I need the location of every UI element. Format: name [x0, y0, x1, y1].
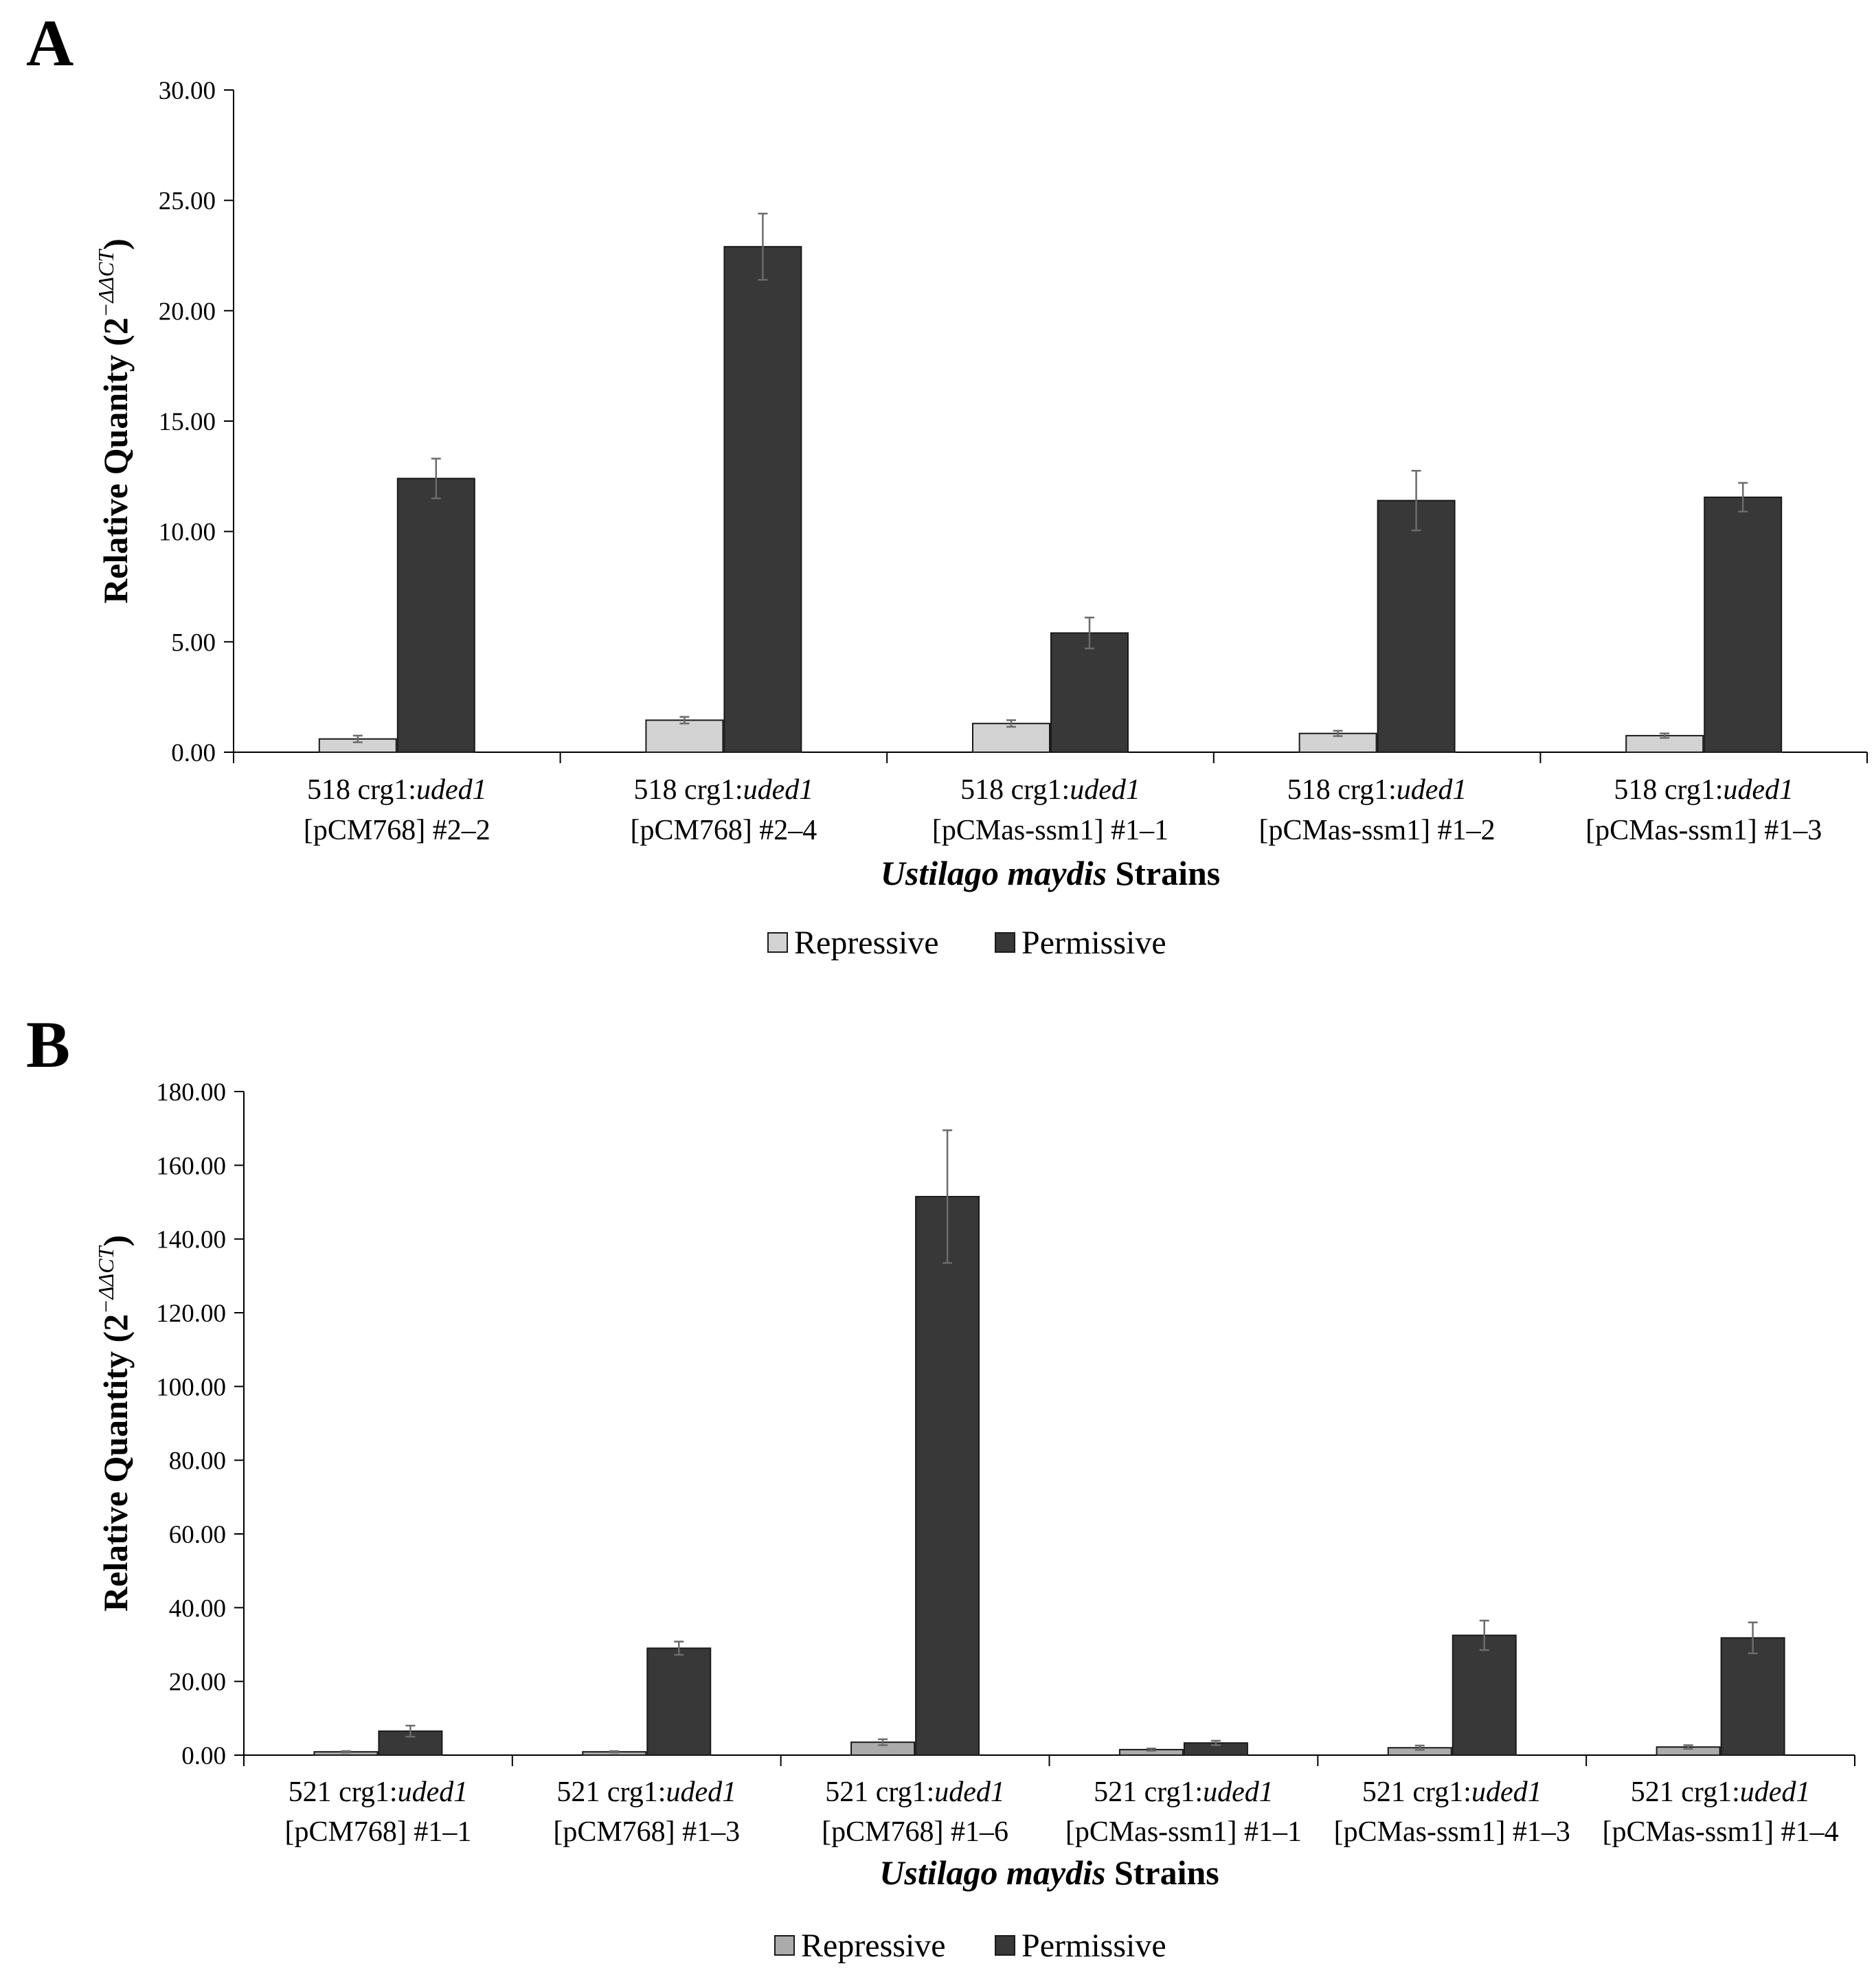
x-tick-label-line2: [pCMas-ssm1] #1–4 — [1602, 1816, 1838, 1848]
y-tick-label: 120.00 — [156, 1300, 226, 1328]
y-tick-label: 15.00 — [159, 408, 216, 436]
x-tick-label-line1: 521 crg1:uded1 — [1094, 1776, 1274, 1808]
x-axis-title-italic: Ustilago maydis — [879, 1853, 1105, 1892]
x-tick-label-prefix: 518 crg1: — [1614, 774, 1723, 806]
panel-label: B — [26, 1008, 70, 1081]
x-tick-label-gene: uded1 — [1397, 774, 1467, 806]
x-tick-label-line1: 518 crg1:uded1 — [307, 774, 487, 806]
x-tick-label-prefix: 521 crg1: — [1362, 1776, 1471, 1808]
legend-swatch-permissive — [995, 1935, 1015, 1956]
y-axis-title: Relative Quantity (2−ΔΔCT) — [93, 1235, 135, 1612]
bar-permissive — [396, 477, 475, 754]
y-axis-title-superscript: −ΔΔCT — [93, 249, 118, 318]
chart-panel-a: A 0.00 5.00 10.00 15.00 20.00 25.00 30.00 Relati… — [26, 6, 1868, 961]
x-tick-label-prefix: 518 crg1: — [634, 774, 743, 806]
y-axis-title-close: ) — [96, 1235, 135, 1247]
chart-panel-b: B 0.00 20.00 40.00 60.00 80.00 100.00 120.00 140… — [26, 1008, 1855, 1964]
x-tick-label-prefix: 518 crg1: — [1287, 774, 1397, 806]
bar-repressive — [972, 723, 1050, 754]
x-tick-label-line2: [pCMas-ssm1] #1–3 — [1334, 1816, 1570, 1848]
bar-permissive — [723, 246, 802, 753]
x-tick-label-line2: [pCM768] #2–2 — [304, 815, 490, 846]
y-axis-title: Relative Quanity (2−ΔΔCT) — [93, 238, 135, 604]
bar-repressive — [645, 719, 724, 753]
bar-permissive — [1452, 1634, 1517, 1756]
y-tick-label: 20.00 — [169, 1669, 226, 1697]
x-tick-label-line1: 518 crg1:uded1 — [1287, 774, 1467, 806]
y-tick-label: 40.00 — [169, 1594, 226, 1623]
bar-permissive — [1050, 632, 1129, 753]
x-tick-label-gene: uded1 — [398, 1776, 468, 1808]
legend-label-permissive: Permissive — [1021, 1928, 1166, 1964]
panel-label: A — [26, 6, 74, 80]
bar-permissive — [1377, 499, 1456, 753]
x-tick-label-gene: uded1 — [743, 774, 814, 806]
y-tick-label: 160.00 — [156, 1152, 226, 1180]
bar-permissive — [1704, 496, 1783, 753]
legend-label-repressive: Repressive — [794, 925, 939, 961]
x-axis-title-rest: Strains — [1107, 854, 1220, 892]
x-axis-title: Ustilago maydis Strains — [881, 854, 1221, 892]
x-tick-label-gene: uded1 — [1723, 774, 1794, 806]
x-tick-label-line1: 521 crg1:uded1 — [1631, 1776, 1811, 1808]
x-tick-label-gene: uded1 — [1203, 1776, 1274, 1808]
y-tick-label: 0.00 — [171, 739, 216, 767]
y-tick-label: 80.00 — [169, 1447, 226, 1476]
x-tick-label-gene: uded1 — [934, 1776, 1005, 1808]
legend-swatch-repressive — [774, 1935, 795, 1956]
x-tick-label-prefix: 521 crg1: — [1094, 1776, 1203, 1808]
bar-permissive — [915, 1195, 980, 1756]
y-tick-label: 25.00 — [159, 188, 216, 216]
x-tick-label-gene: uded1 — [1740, 1776, 1811, 1808]
y-tick-label: 10.00 — [159, 519, 216, 547]
bar-permissive — [646, 1647, 712, 1757]
x-tick-label-line1: 518 crg1:uded1 — [960, 774, 1140, 806]
x-axis-title-italic: Ustilago maydis — [881, 854, 1107, 892]
y-tick-label: 140.00 — [156, 1226, 226, 1254]
y-tick-label: 60.00 — [169, 1521, 226, 1549]
x-axis-title: Ustilago maydis Strains — [879, 1853, 1219, 1892]
y-axis-title-superscript: −ΔΔCT — [93, 1245, 118, 1314]
x-tick-label-line2: [pCMas-ssm1] #1–2 — [1259, 815, 1495, 846]
x-tick-label-line2: [pCMas-ssm1] #1–1 — [1065, 1816, 1302, 1848]
y-tick-label: 180.00 — [156, 1078, 226, 1107]
x-tick-label-prefix: 518 crg1: — [307, 774, 416, 806]
y-tick-label: 5.00 — [171, 629, 216, 657]
x-tick-label-line1: 521 crg1:uded1 — [289, 1776, 468, 1808]
x-tick-label-line2: [pCM768] #1–1 — [284, 1816, 471, 1848]
legend-swatch-permissive — [995, 932, 1015, 953]
y-tick-label: 100.00 — [156, 1373, 226, 1401]
x-tick-label-line1: 518 crg1:uded1 — [1614, 774, 1794, 806]
x-tick-label-line2: [pCM768] #1–3 — [553, 1816, 740, 1848]
y-tick-label: 20.00 — [159, 297, 216, 326]
legend-label-repressive: Repressive — [801, 1928, 946, 1964]
x-tick-label-prefix: 518 crg1: — [960, 774, 1070, 806]
y-axis-title-text: Relative Quantity (2 — [96, 1314, 135, 1612]
y-axis-title-text: Relative Quanity (2 — [96, 317, 135, 604]
x-tick-label-line1: 521 crg1:uded1 — [556, 1776, 736, 1808]
x-tick-label-prefix: 521 crg1: — [556, 1776, 666, 1808]
legend-swatch-repressive — [767, 932, 788, 953]
x-tick-label-prefix: 521 crg1: — [825, 1776, 934, 1808]
x-tick-label-line2: [pCMas-ssm1] #1–3 — [1585, 815, 1822, 846]
y-axis-title-close: ) — [96, 238, 135, 250]
x-tick-label-prefix: 521 crg1: — [289, 1776, 398, 1808]
x-tick-label-line2: [pCMas-ssm1] #1–1 — [932, 815, 1169, 846]
x-tick-label-line1: 521 crg1:uded1 — [1362, 1776, 1542, 1808]
x-tick-label-gene: uded1 — [666, 1776, 736, 1808]
y-tick-label: 0.00 — [181, 1742, 226, 1770]
x-tick-label-gene: uded1 — [1070, 774, 1140, 806]
x-tick-label-gene: uded1 — [1471, 1776, 1542, 1808]
x-tick-label-gene: uded1 — [416, 774, 487, 806]
y-tick-label: 30.00 — [159, 77, 216, 105]
x-tick-label-line1: 518 crg1:uded1 — [634, 774, 814, 806]
legend-label-permissive: Permissive — [1021, 925, 1166, 961]
x-tick-label-line1: 521 crg1:uded1 — [825, 1776, 1005, 1808]
x-axis-title-rest: Strains — [1105, 1853, 1219, 1892]
x-tick-label-line2: [pCM768] #1–6 — [822, 1816, 1008, 1848]
bar-permissive — [1720, 1637, 1785, 1757]
x-tick-label-line2: [pCM768] #2–4 — [630, 815, 817, 846]
x-tick-label-prefix: 521 crg1: — [1631, 1776, 1740, 1808]
